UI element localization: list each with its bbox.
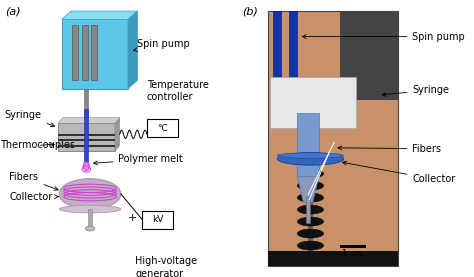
Text: kV: kV: [152, 215, 163, 224]
Text: °C: °C: [157, 124, 168, 133]
Text: Fibers: Fibers: [338, 144, 441, 154]
Bar: [91, 25, 97, 80]
Text: +: +: [128, 213, 137, 223]
Bar: [58, 134, 115, 136]
Bar: [306, 197, 310, 223]
Text: 1 cm: 1 cm: [342, 250, 363, 258]
Text: Fibers: Fibers: [9, 172, 58, 190]
Bar: [270, 77, 356, 128]
Bar: [58, 123, 115, 151]
Bar: [84, 89, 88, 138]
Text: Collector: Collector: [343, 161, 456, 184]
Bar: [58, 139, 115, 141]
Ellipse shape: [298, 205, 324, 214]
Ellipse shape: [277, 153, 344, 158]
Bar: [268, 11, 398, 266]
Ellipse shape: [85, 226, 95, 231]
Bar: [268, 251, 398, 266]
Bar: [339, 245, 365, 248]
Text: Thermocouples: Thermocouples: [0, 140, 75, 150]
Ellipse shape: [59, 179, 121, 209]
Polygon shape: [298, 177, 319, 202]
Bar: [62, 19, 128, 89]
Polygon shape: [115, 118, 119, 151]
Bar: [88, 209, 92, 229]
Ellipse shape: [59, 205, 121, 213]
Text: Collector: Collector: [9, 192, 58, 202]
Polygon shape: [62, 11, 137, 19]
Polygon shape: [128, 11, 137, 89]
Text: (a): (a): [5, 7, 20, 17]
Bar: [308, 165, 313, 251]
Bar: [84, 109, 88, 162]
Text: (b): (b): [242, 7, 257, 17]
Bar: [58, 145, 115, 147]
Ellipse shape: [277, 153, 344, 165]
Ellipse shape: [298, 229, 324, 238]
Ellipse shape: [298, 193, 324, 202]
Bar: [298, 113, 319, 177]
Ellipse shape: [298, 241, 324, 250]
Text: Polymer melt: Polymer melt: [93, 154, 183, 165]
Bar: [339, 11, 398, 100]
Bar: [82, 25, 88, 80]
Bar: [289, 11, 298, 118]
Text: Temperature
controller: Temperature controller: [147, 80, 209, 102]
Text: Spin pump: Spin pump: [134, 39, 190, 52]
Text: High-voltage
generator: High-voltage generator: [135, 256, 197, 277]
Ellipse shape: [298, 217, 324, 226]
Bar: [273, 11, 281, 118]
Text: Syringe: Syringe: [383, 85, 449, 96]
Bar: [72, 25, 78, 80]
Ellipse shape: [298, 169, 324, 178]
Ellipse shape: [83, 162, 89, 170]
Text: Syringe: Syringe: [5, 110, 55, 127]
Bar: [142, 211, 173, 229]
Text: Spin pump: Spin pump: [302, 32, 465, 42]
Bar: [147, 119, 178, 137]
Polygon shape: [58, 118, 119, 123]
Ellipse shape: [298, 181, 324, 190]
